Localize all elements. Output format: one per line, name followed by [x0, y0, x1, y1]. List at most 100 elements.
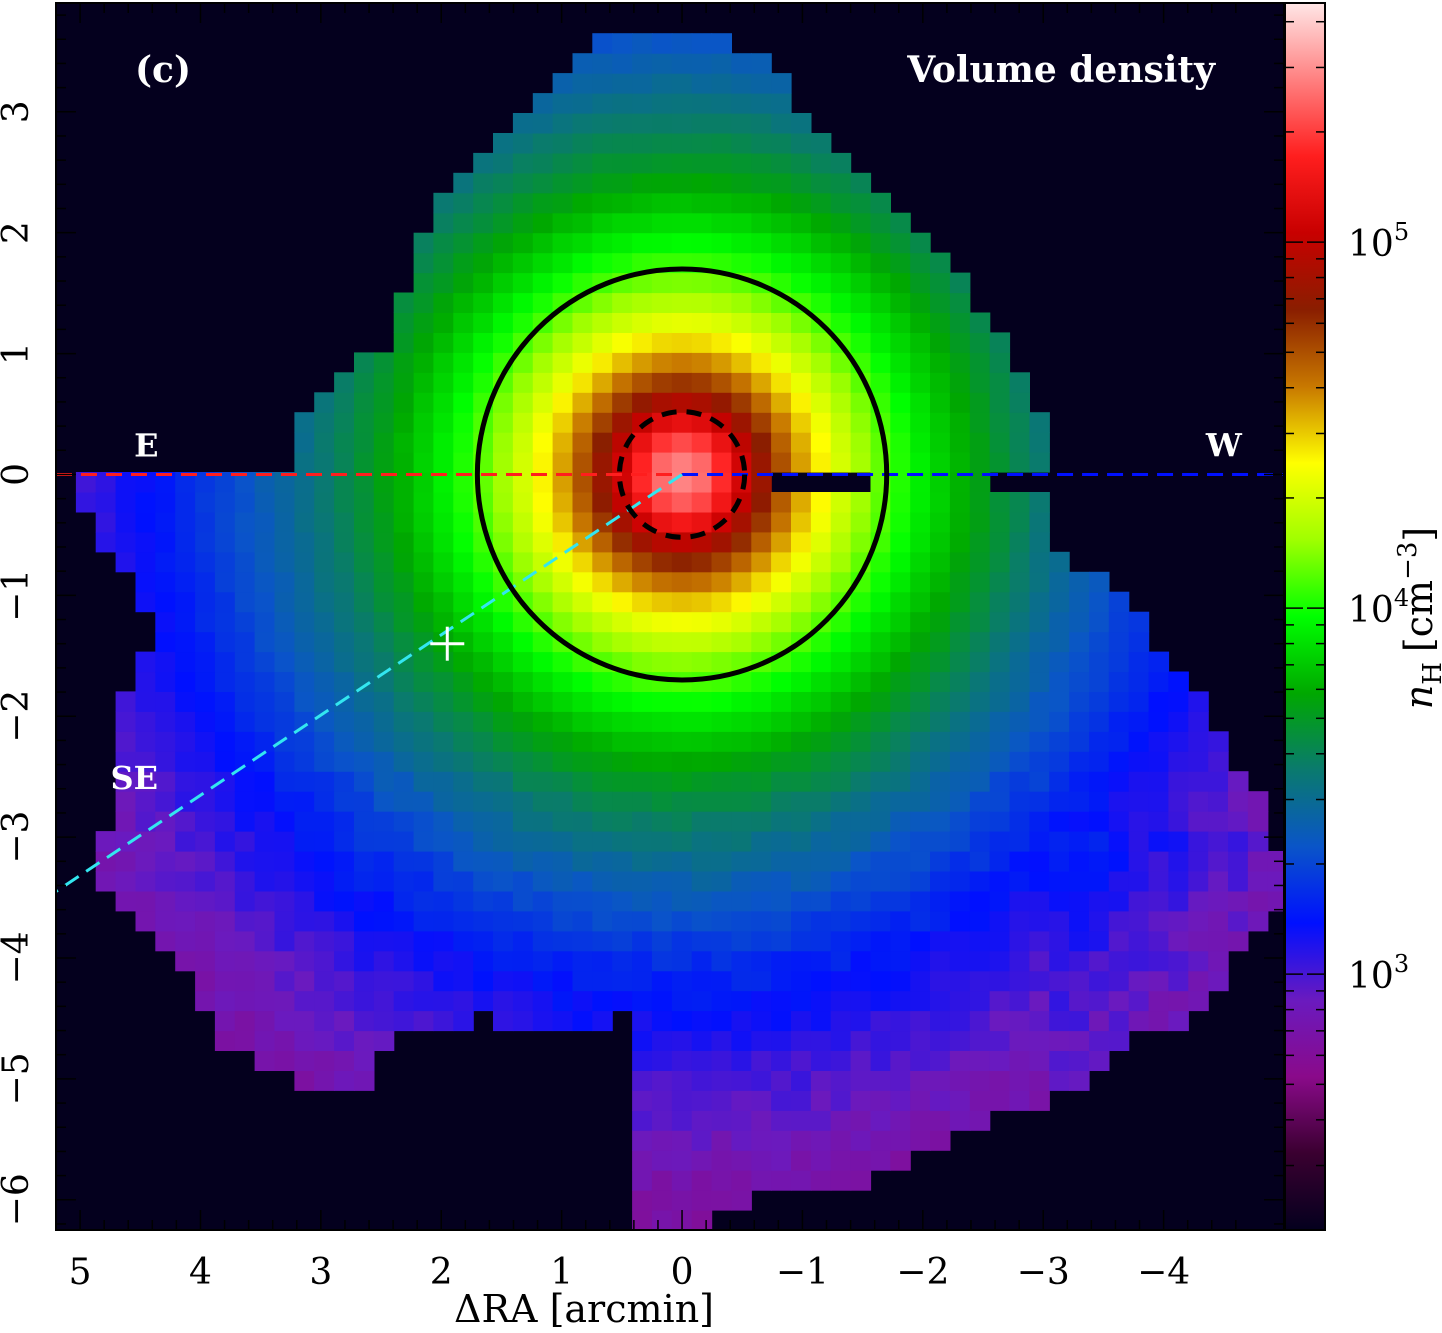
density-pixel — [731, 910, 752, 932]
density-pixel — [612, 791, 633, 812]
density-pixel — [373, 531, 395, 553]
density-pixel — [1089, 791, 1110, 812]
density-pixel — [294, 950, 315, 972]
density-pixel — [552, 591, 574, 613]
density-pixel — [294, 651, 315, 673]
density-pixel — [1009, 551, 1030, 573]
density-pixel — [393, 751, 415, 772]
density-pixel — [512, 292, 534, 313]
density-pixel — [830, 452, 852, 473]
density-pixel — [572, 811, 593, 832]
x-tick-label: 5 — [69, 1252, 92, 1293]
density-pixel — [850, 990, 872, 1012]
density-pixel — [373, 372, 395, 393]
density-pixel — [890, 591, 911, 613]
density-pixel — [1128, 631, 1150, 653]
density-pixel — [572, 113, 593, 134]
density-pixel — [175, 571, 196, 593]
density-pixel — [969, 392, 991, 413]
density-pixel — [1228, 910, 1249, 932]
density-pixel — [612, 93, 633, 114]
density-pixel — [373, 691, 395, 712]
density-pixel — [731, 531, 752, 553]
density-pixel — [711, 771, 732, 792]
density-pixel — [890, 1030, 911, 1051]
density-pixel — [612, 212, 633, 234]
density-pixel — [115, 531, 137, 553]
colorbar-label-exp: −3 — [1393, 542, 1423, 580]
density-pixel — [890, 412, 911, 433]
density-pixel — [175, 631, 196, 653]
y-tick-label: −6 — [0, 1173, 37, 1226]
density-pixel — [910, 312, 931, 333]
density-pixel — [711, 152, 732, 174]
density-pixel — [1128, 651, 1150, 673]
density-pixel — [1009, 511, 1030, 533]
density-pixel — [1208, 950, 1229, 972]
density-pixel — [373, 651, 395, 673]
density-pixel — [433, 731, 454, 752]
density-pixel — [1089, 1050, 1110, 1071]
density-pixel — [691, 472, 713, 493]
density-pixel — [1247, 831, 1269, 852]
density-pixel — [870, 871, 891, 892]
density-pixel — [1009, 531, 1030, 553]
density-pixel — [175, 871, 196, 892]
density-pixel — [354, 392, 375, 413]
density-pixel — [731, 372, 752, 393]
density-pixel — [810, 492, 832, 513]
density-pixel — [512, 651, 534, 673]
density-pixel — [1009, 392, 1030, 413]
density-pixel — [552, 252, 574, 274]
density-pixel — [651, 551, 673, 573]
density-pixel — [989, 771, 1011, 792]
density-pixel — [930, 1110, 951, 1131]
density-pixel — [552, 970, 574, 992]
density-pixel — [870, 910, 891, 932]
density-pixel — [254, 711, 276, 732]
density-pixel — [135, 571, 156, 593]
density-pixel — [949, 731, 971, 752]
density-pixel — [1188, 990, 1209, 1012]
density-pixel — [910, 591, 931, 613]
density-pixel — [969, 711, 991, 732]
density-pixel — [433, 611, 454, 633]
density-pixel — [274, 811, 295, 832]
density-pixel — [1009, 771, 1030, 792]
density-pixel — [632, 432, 653, 453]
density-pixel — [115, 751, 137, 772]
density-pixel — [334, 511, 355, 533]
density-pixel — [771, 73, 792, 94]
density-pixel — [930, 412, 951, 433]
density-pixel — [890, 1070, 911, 1091]
density-pixel — [473, 651, 494, 673]
density-pixel — [1089, 930, 1110, 952]
density-pixel — [751, 1110, 772, 1131]
density-pixel — [671, 272, 693, 294]
density-pixel — [552, 412, 574, 433]
density-pixel — [771, 272, 792, 294]
density-pixel — [751, 292, 772, 313]
density-pixel — [354, 551, 375, 573]
density-pixel — [1148, 950, 1170, 972]
density-pixel — [671, 791, 693, 812]
density-pixel — [1049, 1030, 1070, 1051]
density-pixel — [612, 372, 633, 393]
density-pixel — [711, 1170, 732, 1191]
density-pixel — [651, 1010, 673, 1032]
density-pixel — [413, 472, 435, 493]
density-pixel — [453, 332, 474, 353]
density-pixel — [592, 611, 613, 633]
density-pixel — [473, 631, 494, 653]
density-pixel — [791, 691, 812, 712]
density-pixel — [731, 1190, 752, 1211]
density-pixel — [632, 232, 653, 254]
density-pixel — [989, 811, 1011, 832]
density-pixel — [413, 671, 435, 692]
density-pixel — [1089, 910, 1110, 932]
density-pixel — [1009, 691, 1030, 712]
density-pixel — [651, 711, 673, 732]
density-pixel — [512, 871, 534, 892]
density-pixel — [751, 492, 772, 513]
